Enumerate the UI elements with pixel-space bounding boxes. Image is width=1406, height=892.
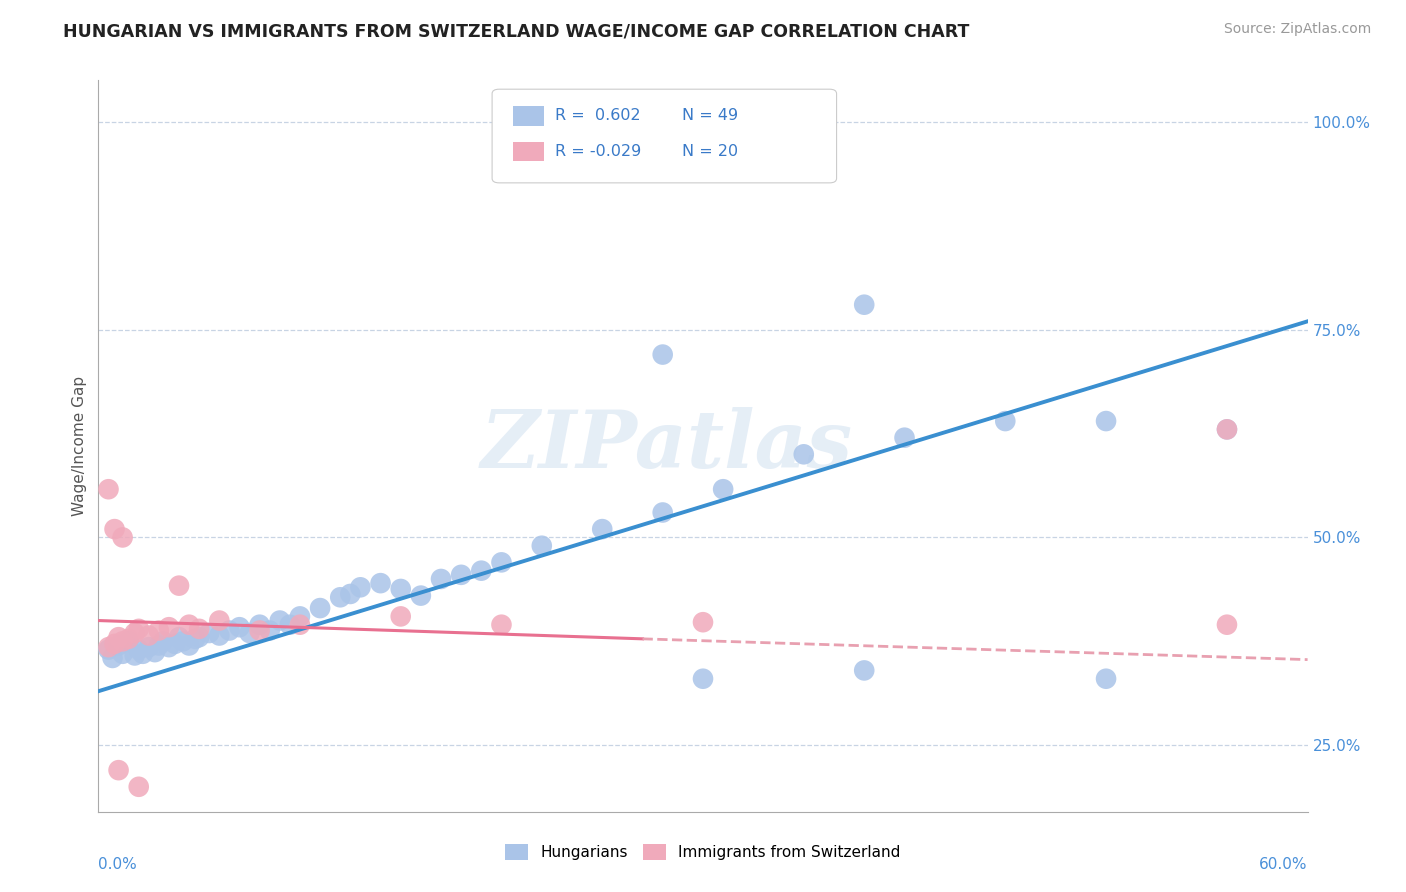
Point [389, 609, 412, 624]
Point [148, 624, 170, 638]
Point [143, 645, 166, 659]
Point [1095, 414, 1118, 428]
Point [198, 626, 221, 640]
Point [101, 651, 124, 665]
Point [1216, 422, 1239, 436]
Text: Source: ZipAtlas.com: Source: ZipAtlas.com [1223, 22, 1371, 37]
Point [208, 628, 231, 642]
Point [138, 640, 160, 655]
Point [309, 601, 332, 615]
Point [793, 447, 815, 461]
Point [103, 522, 125, 536]
Point [430, 572, 453, 586]
Point [1095, 672, 1118, 686]
Point [711, 482, 734, 496]
Point [128, 780, 150, 794]
Point [249, 624, 271, 638]
Point [692, 615, 714, 630]
Text: N = 20: N = 20 [682, 145, 738, 159]
Point [118, 632, 141, 646]
Point [167, 630, 190, 644]
Point [288, 609, 311, 624]
Point [218, 624, 240, 638]
Point [163, 637, 186, 651]
Point [259, 624, 281, 638]
Point [339, 587, 361, 601]
Point [157, 640, 180, 655]
Point [132, 647, 155, 661]
Point [124, 626, 146, 640]
Point [1216, 422, 1239, 436]
Point [530, 539, 553, 553]
Text: 60.0%: 60.0% [1260, 857, 1308, 872]
Legend: Hungarians, Immigrants from Switzerland: Hungarians, Immigrants from Switzerland [499, 838, 907, 866]
Point [288, 617, 311, 632]
Point [329, 591, 352, 605]
Point [188, 622, 211, 636]
Point [97, 640, 120, 655]
Point [107, 639, 129, 653]
Point [491, 617, 513, 632]
Point [249, 617, 271, 632]
Point [111, 647, 134, 661]
Y-axis label: Wage/Income Gap: Wage/Income Gap [72, 376, 87, 516]
Point [269, 614, 291, 628]
Point [450, 567, 472, 582]
Point [118, 634, 141, 648]
Point [491, 555, 513, 569]
Point [853, 664, 876, 678]
Point [97, 482, 120, 496]
Point [370, 576, 392, 591]
Text: R =  0.602: R = 0.602 [555, 109, 641, 123]
Point [138, 628, 160, 642]
Point [124, 648, 146, 663]
Point [853, 298, 876, 312]
Point [349, 580, 371, 594]
Point [128, 622, 150, 636]
Point [128, 642, 150, 657]
Point [148, 639, 170, 653]
Point [389, 582, 412, 596]
Text: HUNGARIAN VS IMMIGRANTS FROM SWITZERLAND WAGE/INCOME GAP CORRELATION CHART: HUNGARIAN VS IMMIGRANTS FROM SWITZERLAND… [63, 22, 970, 40]
Point [409, 589, 432, 603]
Text: ZIPatlas: ZIPatlas [481, 408, 853, 484]
Point [172, 634, 194, 648]
Text: R = -0.029: R = -0.029 [555, 145, 641, 159]
Point [107, 630, 129, 644]
Point [111, 530, 134, 544]
Point [278, 617, 301, 632]
Point [1216, 617, 1239, 632]
Point [184, 632, 207, 646]
Point [692, 672, 714, 686]
Point [651, 347, 673, 362]
Text: 0.0%: 0.0% [98, 857, 138, 872]
Point [994, 414, 1017, 428]
Point [107, 763, 129, 777]
Point [97, 642, 120, 657]
Point [188, 630, 211, 644]
Point [157, 620, 180, 634]
Point [893, 431, 915, 445]
Point [179, 617, 201, 632]
Point [167, 579, 190, 593]
Point [228, 620, 250, 634]
Point [651, 506, 673, 520]
Point [179, 639, 201, 653]
Point [239, 626, 262, 640]
Point [208, 614, 231, 628]
Text: N = 49: N = 49 [682, 109, 738, 123]
Point [591, 522, 613, 536]
Point [470, 564, 492, 578]
Point [103, 637, 125, 651]
Point [111, 634, 134, 648]
Point [152, 634, 174, 648]
